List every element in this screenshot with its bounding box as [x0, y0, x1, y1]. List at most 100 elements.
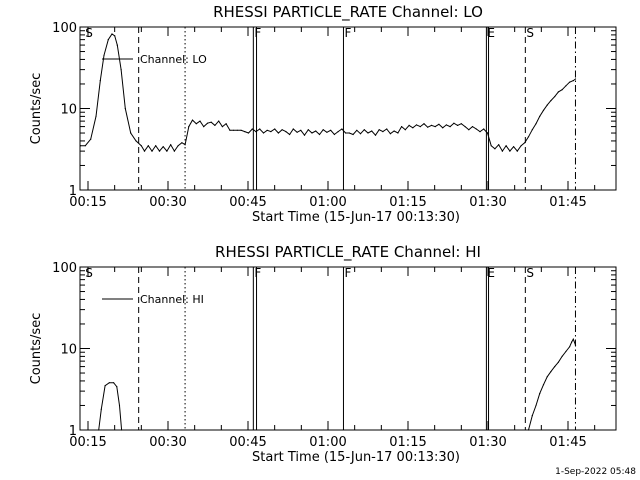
x-tick-label: 01:15	[389, 195, 426, 210]
data-point	[206, 122, 209, 124]
data-point	[457, 124, 459, 126]
data-point	[513, 146, 515, 148]
data-point	[356, 129, 358, 131]
data-point	[550, 371, 552, 373]
data-point	[561, 89, 563, 91]
data-point	[438, 123, 440, 125]
x-tick-label: 00:30	[149, 195, 186, 210]
data-point	[419, 126, 421, 128]
data-point	[348, 132, 350, 134]
data-point	[289, 133, 291, 136]
data-point	[270, 131, 272, 133]
data-point	[229, 129, 231, 131]
series-line-lo	[80, 33, 576, 153]
data-point	[546, 376, 548, 378]
data-point	[542, 384, 545, 386]
data-point	[341, 128, 343, 130]
data-point	[550, 100, 552, 102]
data-point	[140, 145, 142, 147]
data-point	[378, 129, 380, 131]
data-point	[427, 126, 429, 128]
data-point	[100, 408, 102, 410]
data-point	[199, 120, 201, 122]
data-point	[501, 150, 503, 152]
y-axis-label: Counts/sec	[29, 313, 44, 385]
data-point	[274, 128, 276, 130]
data-point	[471, 126, 474, 128]
data-point	[266, 129, 268, 131]
data-point	[218, 120, 220, 122]
data-point	[542, 109, 545, 111]
event-marker-label: E	[487, 266, 495, 280]
x-tick-label: 00:30	[149, 435, 186, 450]
data-point	[326, 131, 328, 133]
data-point	[490, 145, 492, 147]
x-tick-label: 01:45	[549, 435, 586, 450]
data-point	[203, 126, 205, 128]
data-point	[90, 138, 92, 140]
data-point	[571, 341, 573, 343]
data-point	[389, 133, 391, 135]
data-point	[412, 127, 414, 129]
chart-title: RHESSI PARTICLE_RATE Channel: HI	[215, 243, 481, 262]
event-marker-label: F	[254, 26, 261, 40]
data-point	[108, 382, 110, 384]
data-point	[124, 107, 126, 110]
data-point	[486, 132, 489, 134]
data-point	[251, 128, 253, 130]
data-point	[333, 133, 335, 136]
x-tick-label: 00:15	[69, 195, 106, 210]
event-marker-label: S	[85, 266, 93, 280]
data-point	[281, 129, 283, 131]
data-point	[111, 33, 113, 35]
data-point	[259, 128, 261, 130]
data-point	[166, 150, 168, 152]
chart-title: RHESSI PARTICLE_RATE Channel: LO	[213, 3, 483, 22]
data-point	[296, 131, 298, 133]
data-point	[130, 132, 132, 134]
x-tick-label: 01:00	[309, 195, 346, 210]
y-tick-label: 10	[60, 343, 77, 358]
data-point	[210, 121, 212, 123]
data-point	[527, 136, 530, 138]
data-point	[565, 350, 567, 353]
data-point	[352, 133, 354, 136]
data-point	[423, 123, 425, 125]
data-point	[315, 130, 317, 132]
data-point	[311, 132, 313, 134]
data-point	[221, 126, 223, 128]
x-tick-label: 01:30	[469, 195, 506, 210]
data-point	[135, 140, 137, 142]
data-point	[401, 126, 403, 128]
x-tick-label: 00:15	[69, 435, 106, 450]
x-tick-label: 01:45	[549, 195, 586, 210]
data-point	[177, 145, 179, 147]
data-point	[359, 133, 362, 135]
data-point	[233, 129, 235, 131]
data-point	[453, 122, 455, 124]
data-point	[285, 131, 287, 133]
data-point	[240, 129, 242, 131]
event-marker-label: S	[526, 266, 534, 280]
data-point	[494, 148, 496, 150]
data-point	[475, 128, 477, 130]
data-point	[430, 124, 433, 126]
event-marker-label: F	[344, 26, 351, 40]
data-point	[574, 78, 577, 80]
data-point	[498, 144, 500, 146]
y-tick-label: 100	[52, 21, 77, 36]
data-point	[569, 81, 571, 83]
data-point	[554, 366, 556, 368]
data-point	[195, 123, 197, 125]
data-point	[434, 126, 436, 128]
event-marker-label: F	[344, 266, 351, 280]
y-axis-label: Counts/sec	[29, 73, 44, 145]
data-point	[188, 126, 190, 128]
data-point	[393, 130, 395, 132]
data-point	[121, 429, 123, 431]
data-point	[114, 35, 116, 37]
data-point	[318, 133, 321, 136]
data-point	[116, 386, 118, 388]
data-point	[464, 126, 466, 128]
legend-label: Channel: LO	[140, 53, 207, 66]
